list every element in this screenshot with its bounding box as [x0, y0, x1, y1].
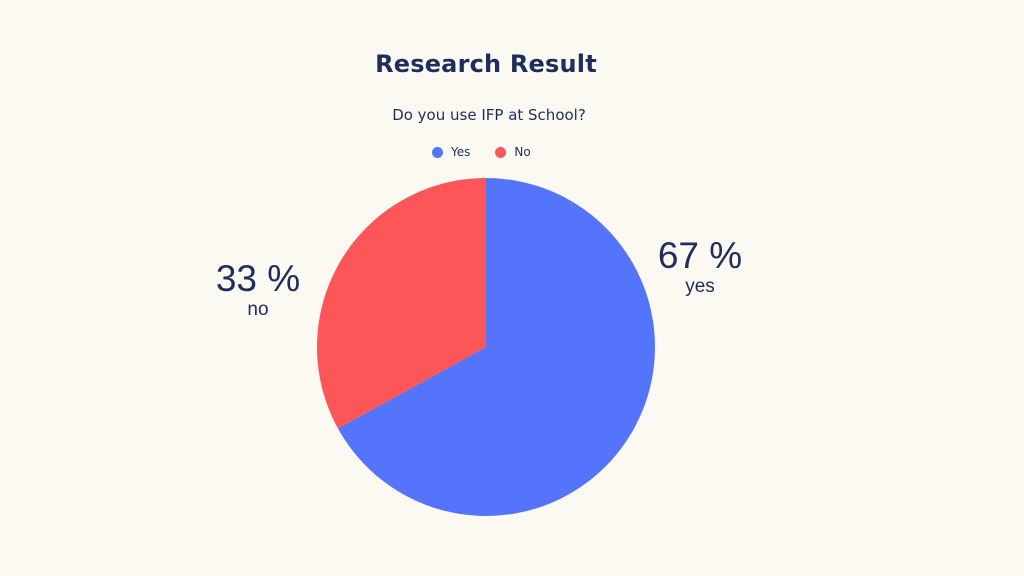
legend-swatch-yes — [432, 146, 443, 158]
slice-value-label-yes: 67 % — [657, 235, 743, 276]
slice-text-label-yes: yes — [685, 276, 715, 297]
slice-text-label-no: no — [247, 299, 269, 320]
chart-subtitle: Do you use IFP at School? — [392, 106, 586, 124]
slice-callout-yes: 67 % yes — [640, 236, 760, 298]
slice-callout-no: 33 % no — [198, 259, 318, 321]
legend-swatch-no — [495, 146, 507, 158]
chart-title: Research Result — [375, 50, 597, 78]
legend-item-yes: Yes — [432, 145, 470, 159]
legend-item-no: No — [495, 145, 531, 159]
legend-label-yes: Yes — [451, 145, 471, 159]
pie-slice-yes — [337, 178, 655, 516]
slice-value-label-no: 33 % — [215, 258, 301, 299]
chart-legend: Yes No — [432, 145, 556, 159]
pie-slice-no — [316, 178, 486, 429]
legend-label-no: No — [514, 145, 531, 159]
